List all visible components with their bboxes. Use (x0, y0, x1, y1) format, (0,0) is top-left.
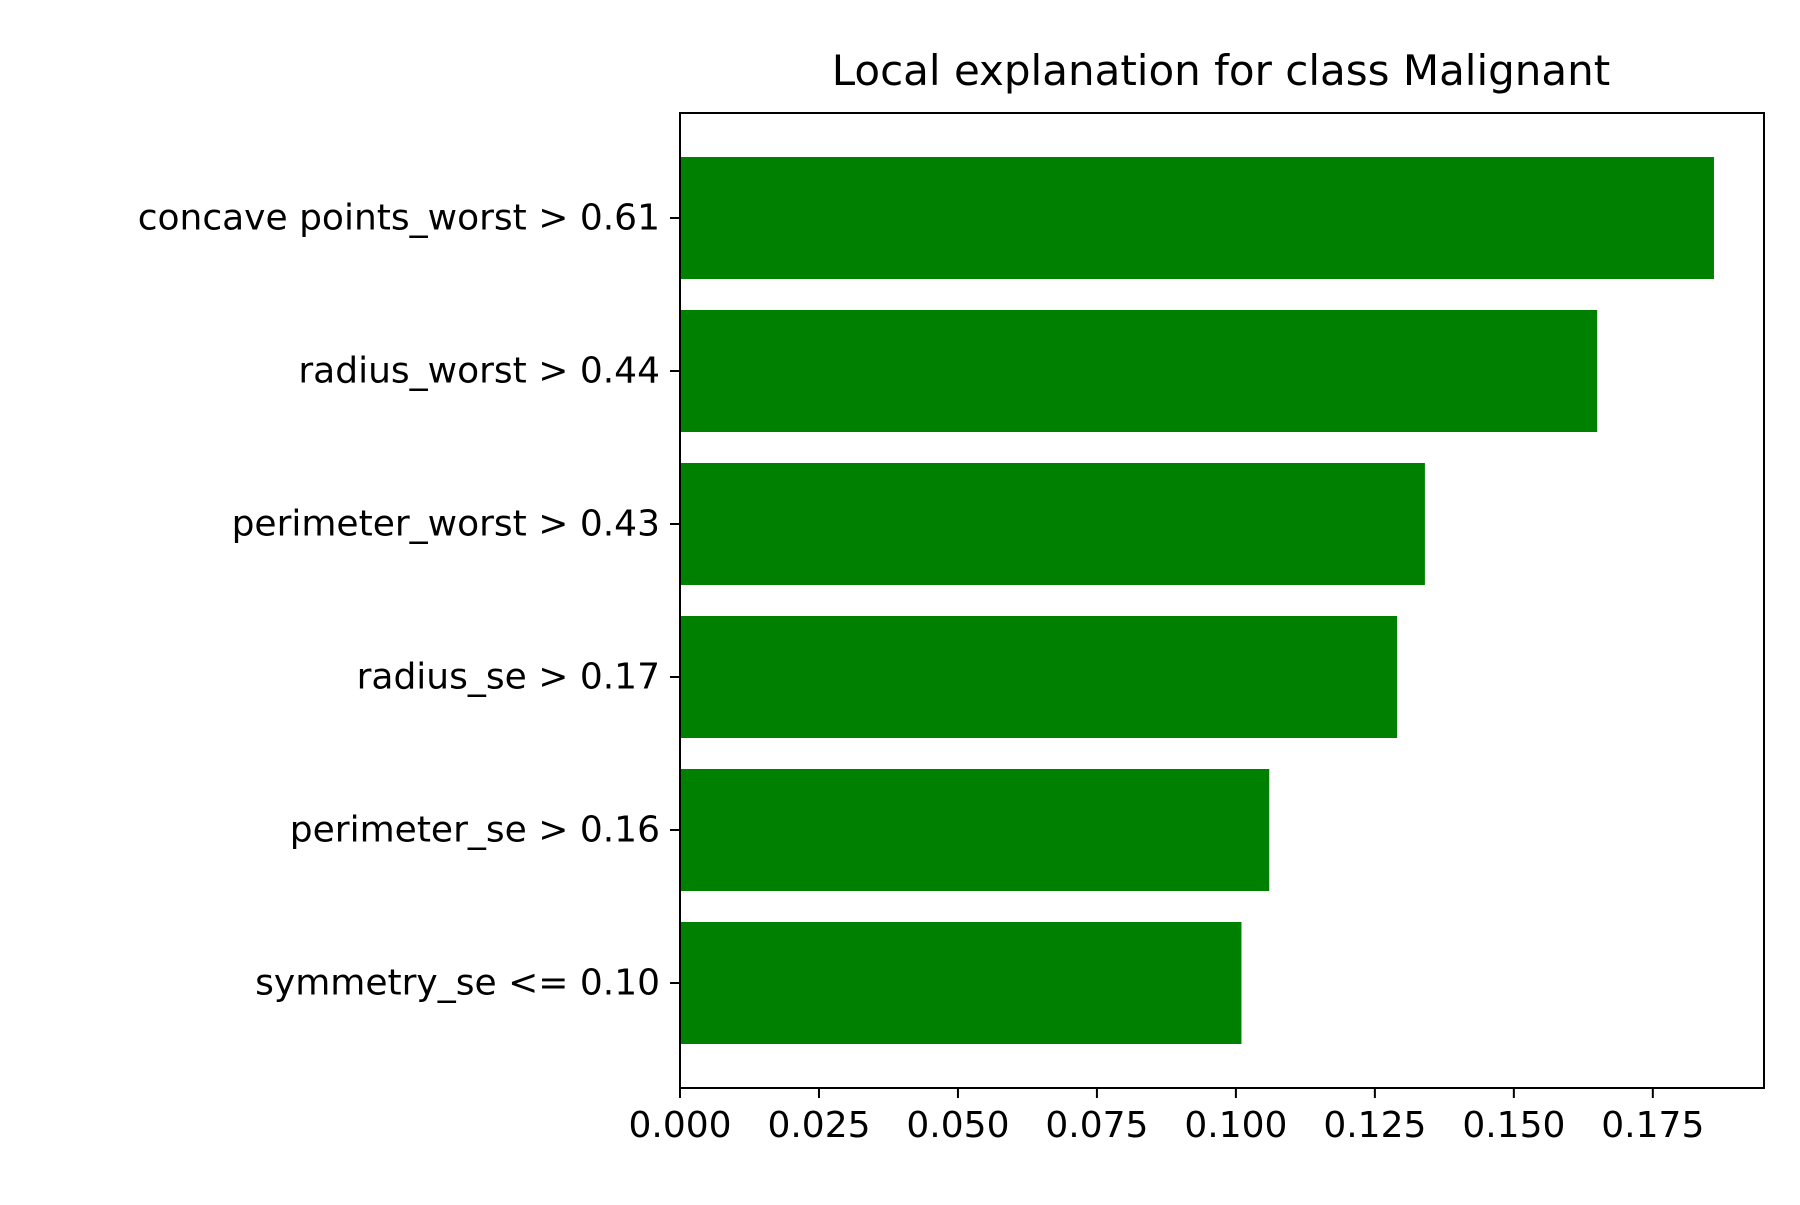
bar-1 (680, 157, 1714, 279)
x-axis: 0.000 0.025 0.050 0.075 0.100 0.125 0.150 0.175 (628, 1088, 1704, 1146)
x-tick-label: 0.175 (1601, 1105, 1704, 1146)
bar-2 (680, 310, 1598, 432)
x-tick-label: 0.150 (1462, 1105, 1565, 1146)
chart-title: Local explanation for class Malignant (832, 46, 1611, 95)
y-tick-label: radius_se > 0.17 (357, 657, 660, 698)
bars-layer (680, 157, 1714, 1044)
bar-4 (680, 616, 1398, 738)
plot-frame (679, 112, 1765, 1089)
y-axis: concave points_worst > 0.61 radius_worst … (138, 198, 680, 1004)
y-tick-label: concave points_worst > 0.61 (138, 198, 660, 239)
x-tick-label: 0.000 (628, 1105, 731, 1146)
x-tick-label: 0.100 (1184, 1105, 1287, 1146)
x-tick-label: 0.075 (1045, 1105, 1148, 1146)
x-tick-label: 0.125 (1323, 1105, 1426, 1146)
y-tick-label: radius_worst > 0.44 (298, 351, 660, 392)
bar-3 (680, 463, 1425, 585)
x-tick-label: 0.025 (767, 1105, 870, 1146)
bar-5 (680, 769, 1270, 891)
bar-6 (680, 922, 1242, 1044)
x-tick-label: 0.050 (906, 1105, 1009, 1146)
y-tick-label: perimeter_worst > 0.43 (232, 504, 660, 545)
y-tick-label: perimeter_se > 0.16 (290, 810, 660, 851)
y-tick-label: symmetry_se <= 0.10 (255, 963, 660, 1004)
